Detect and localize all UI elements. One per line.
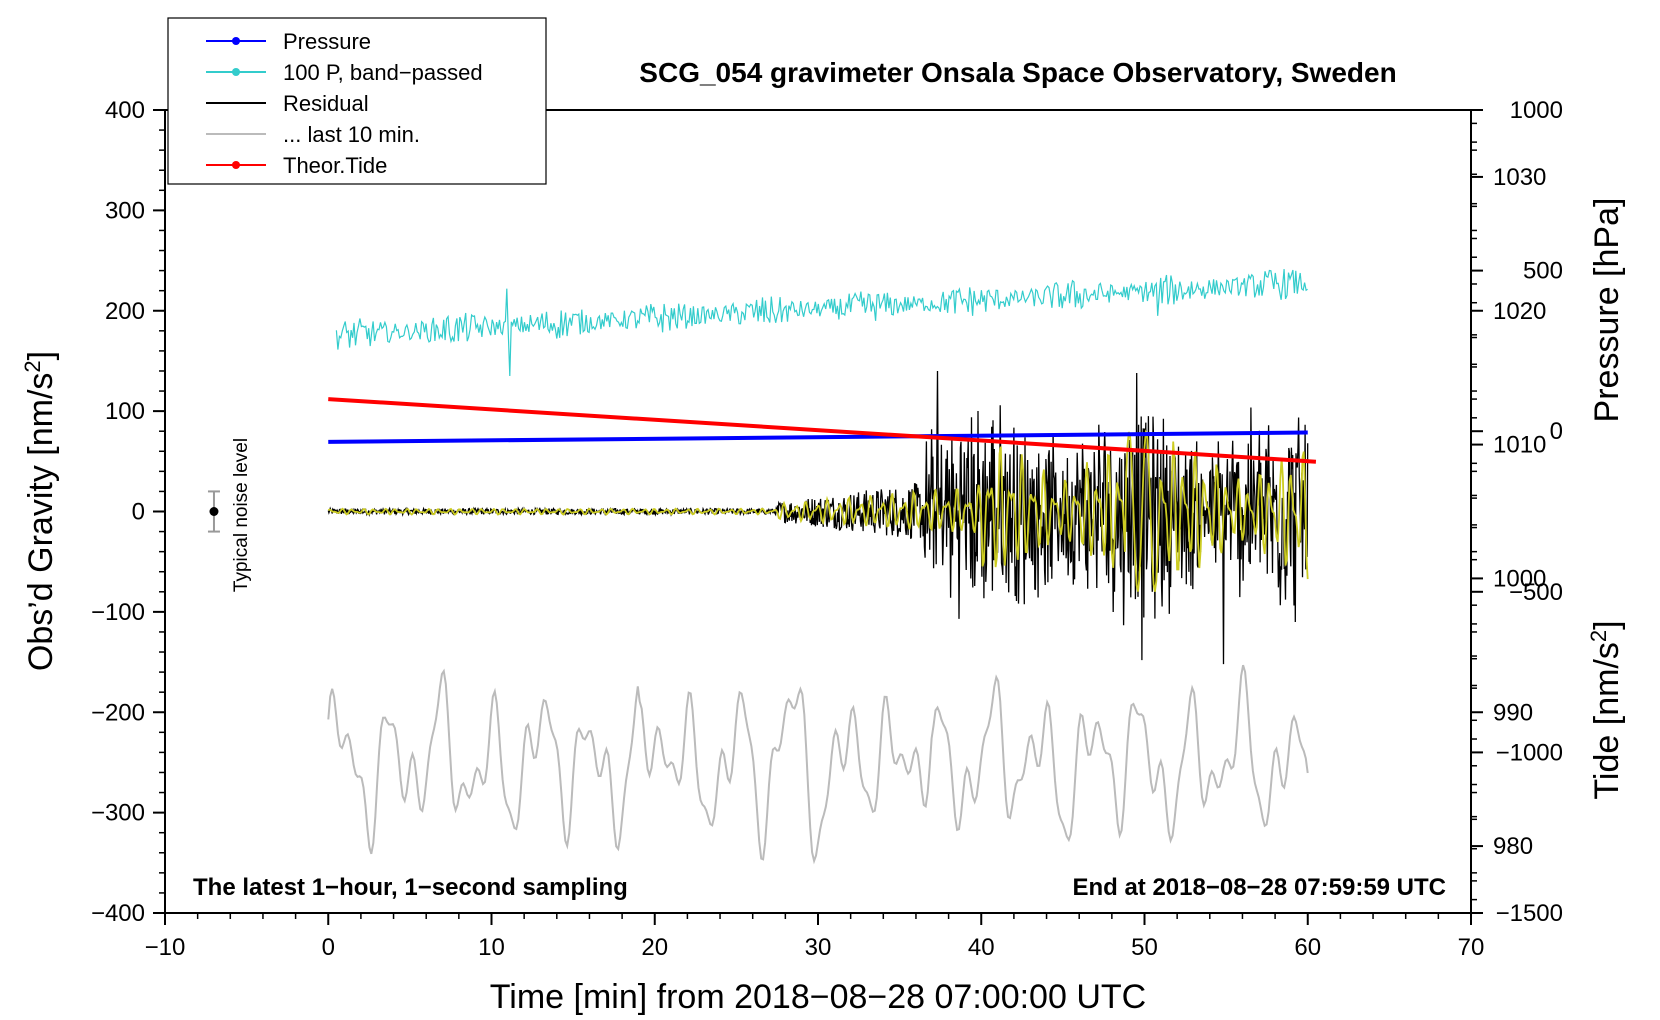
annotation-end-time: End at 2018−08−28 07:59:59 UTC xyxy=(1072,874,1446,901)
tide-axis-title-main: Tide [nm/s xyxy=(1588,642,1626,799)
noise-bar-dot xyxy=(209,507,219,516)
pressure-axis-title: Pressure [hPa] xyxy=(1588,198,1626,423)
legend-marker xyxy=(232,161,240,169)
legend-label: Residual xyxy=(283,91,369,116)
y-axis-title: Obs’d Gravity [nm/s2] xyxy=(20,351,61,671)
noise-level-bar xyxy=(207,490,220,533)
legend-label: Pressure xyxy=(283,29,371,54)
series-theor-tide xyxy=(328,397,1317,464)
pressure-tick-label: 1030 xyxy=(1493,164,1546,191)
tick-layer: −10 0 10 20 30 40 50 60 70−400−300−200−100010020… xyxy=(91,97,1563,961)
tide-tick-label: 500 xyxy=(1523,258,1563,285)
legend-label: 100 P, band−passed xyxy=(283,60,483,85)
tide-axis-title-sup: 2 xyxy=(1586,630,1611,642)
y-tick-label: 400 xyxy=(105,97,145,124)
x-tick-label: 0 xyxy=(322,934,335,961)
y-tick-label: −200 xyxy=(91,699,145,726)
x-tick-label: 20 xyxy=(641,934,668,961)
legend-marker xyxy=(232,37,240,45)
x-tick-label: −10 xyxy=(145,934,186,961)
tide-axis-title: Tide [nm/s2] xyxy=(1586,620,1627,799)
series-residual xyxy=(327,370,1309,665)
chart-title: SCG_054 gravimeter Onsala Space Observat… xyxy=(639,57,1396,88)
y-axis-title-sup: 2 xyxy=(20,360,45,372)
x-tick-label: 40 xyxy=(968,934,995,961)
y-axis-title-main: Obs’d Gravity [nm/s xyxy=(22,373,60,672)
x-tick-label: 10 xyxy=(478,934,505,961)
x-tick-label: 30 xyxy=(805,934,832,961)
y-tick-label: −100 xyxy=(91,599,145,626)
tide-tick-label: 0 xyxy=(1550,418,1563,445)
legend-marker xyxy=(232,68,240,76)
noise-level-label: Typical noise level xyxy=(231,438,252,592)
series-layer xyxy=(327,269,1317,865)
x-tick-label: 60 xyxy=(1294,934,1321,961)
legend: Pressure 100 P, band−passed Residual ... la… xyxy=(167,17,547,185)
y-axis-title-close: ] xyxy=(22,351,60,360)
tide-tick-label: −1000 xyxy=(1496,739,1563,766)
y-tick-label: 100 xyxy=(105,398,145,425)
y-tick-label: 200 xyxy=(105,298,145,325)
series-last-10-min xyxy=(327,664,1309,865)
series-pressure xyxy=(328,430,1308,444)
pressure-tick-label: 1000 xyxy=(1493,565,1546,592)
y-tick-label: −300 xyxy=(91,800,145,827)
pressure-tick-label: 1010 xyxy=(1493,432,1546,459)
pressure-tick-label: 1020 xyxy=(1493,298,1546,325)
series-pressure-band-passed xyxy=(335,269,1308,377)
y-tick-label: −400 xyxy=(91,900,145,927)
y-tick-label: 0 xyxy=(132,499,145,526)
x-axis-title: Time [min] from 2018−08−28 07:00:00 UTC xyxy=(490,978,1146,1016)
y-tick-label: 300 xyxy=(105,197,145,224)
legend-label: Theor.Tide xyxy=(283,153,387,178)
tide-tick-label: −1500 xyxy=(1496,900,1563,927)
tide-tick-label: −500 xyxy=(1509,579,1563,606)
pressure-tick-label: 990 xyxy=(1493,699,1533,726)
x-tick-label: 50 xyxy=(1131,934,1158,961)
tide-axis-title-close: ] xyxy=(1588,620,1626,629)
series-residual-filtered xyxy=(327,429,1309,592)
legend-label: ... last 10 min. xyxy=(283,122,420,147)
annotation-sampling: The latest 1−hour, 1−second sampling xyxy=(193,874,628,901)
pressure-tick-label: 980 xyxy=(1493,833,1533,860)
x-tick-label: 70 xyxy=(1458,934,1485,961)
legend-box xyxy=(167,17,547,185)
tide-tick-label: 1000 xyxy=(1510,97,1563,124)
